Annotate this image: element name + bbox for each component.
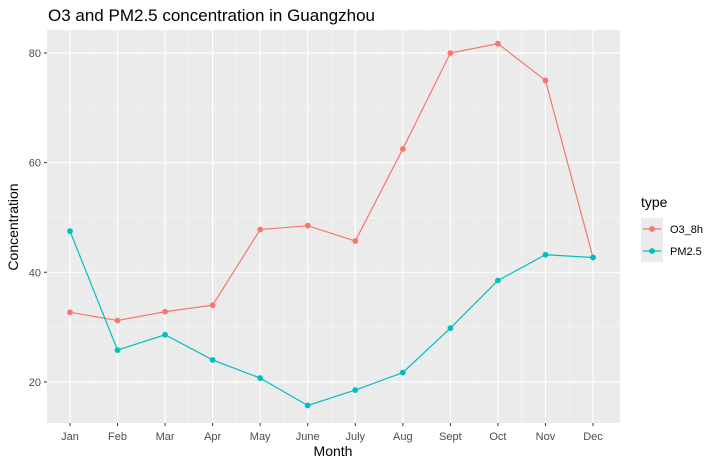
data-point-pm2-5 <box>209 357 216 363</box>
minor-gridlines <box>47 30 620 423</box>
x-tick-label: Apr <box>204 431 221 443</box>
data-point-pm2-5 <box>542 251 549 258</box>
data-point-pm2-5 <box>162 331 168 338</box>
y-axis-title: Concentration <box>5 183 21 270</box>
x-tick-label: Dec <box>583 431 603 443</box>
legend: type O3_8h PM2.5 <box>641 194 703 262</box>
y-tick-label: 20 <box>29 377 41 389</box>
legend-key-point-o3-8h <box>649 226 655 232</box>
x-tick-label: June <box>296 431 320 443</box>
data-point-o3-8h <box>352 238 359 244</box>
data-point-o3-8h <box>67 309 73 316</box>
x-tick-label: Oct <box>489 431 506 443</box>
data-point-pm2-5 <box>495 277 501 284</box>
x-tick-label: May <box>250 431 271 443</box>
x-axis-title: Month <box>314 443 353 459</box>
chart-title: O3 and PM2.5 concentration in Guangzhou <box>48 6 375 25</box>
y-axis: 20 40 60 80 <box>29 48 47 389</box>
x-tick-label: Nov <box>536 431 556 443</box>
data-point-o3-8h <box>447 50 454 56</box>
legend-title: type <box>641 194 668 210</box>
x-tick-label: Mar <box>156 431 175 443</box>
y-tick-label: 60 <box>29 158 41 170</box>
data-point-o3-8h <box>399 146 406 152</box>
series-line-pm2-5 <box>69 230 594 407</box>
data-point-pm2-5 <box>257 375 264 381</box>
data-point-o3-8h <box>257 226 264 233</box>
data-point-pm2-5 <box>447 325 454 332</box>
data-point-pm2-5 <box>67 228 73 235</box>
data-point-o3-8h <box>209 302 216 309</box>
data-point-pm2-5 <box>352 387 359 394</box>
x-tick-label: Feb <box>108 431 127 443</box>
legend-key-point-pm2-5 <box>649 248 655 254</box>
legend-label-o3-8h: O3_8h <box>670 224 703 236</box>
y-tick-label: 80 <box>29 48 41 60</box>
x-axis: Jan Feb Mar Apr May June July Aug Sept Oct Nov Dec <box>61 423 603 443</box>
series-line-o3-8h <box>69 43 594 322</box>
data-point-o3-8h <box>542 77 549 84</box>
plot-panel <box>47 30 620 423</box>
data-point-pm2-5 <box>114 347 121 354</box>
data-point-o3-8h <box>495 40 501 47</box>
data-point-pm2-5 <box>304 402 311 409</box>
data-point-pm2-5 <box>590 254 596 261</box>
x-tick-label: Sept <box>439 431 462 443</box>
data-point-pm2-5 <box>399 369 406 376</box>
data-point-o3-8h <box>114 317 121 324</box>
legend-label-pm2-5: PM2.5 <box>670 246 702 258</box>
data-point-o3-8h <box>304 222 311 229</box>
y-tick-label: 40 <box>29 267 41 279</box>
x-tick-label: July <box>345 431 365 443</box>
x-tick-label: Aug <box>393 431 413 443</box>
x-tick-label: Jan <box>61 431 79 443</box>
data-point-o3-8h <box>162 308 168 315</box>
series-layer <box>67 40 596 409</box>
